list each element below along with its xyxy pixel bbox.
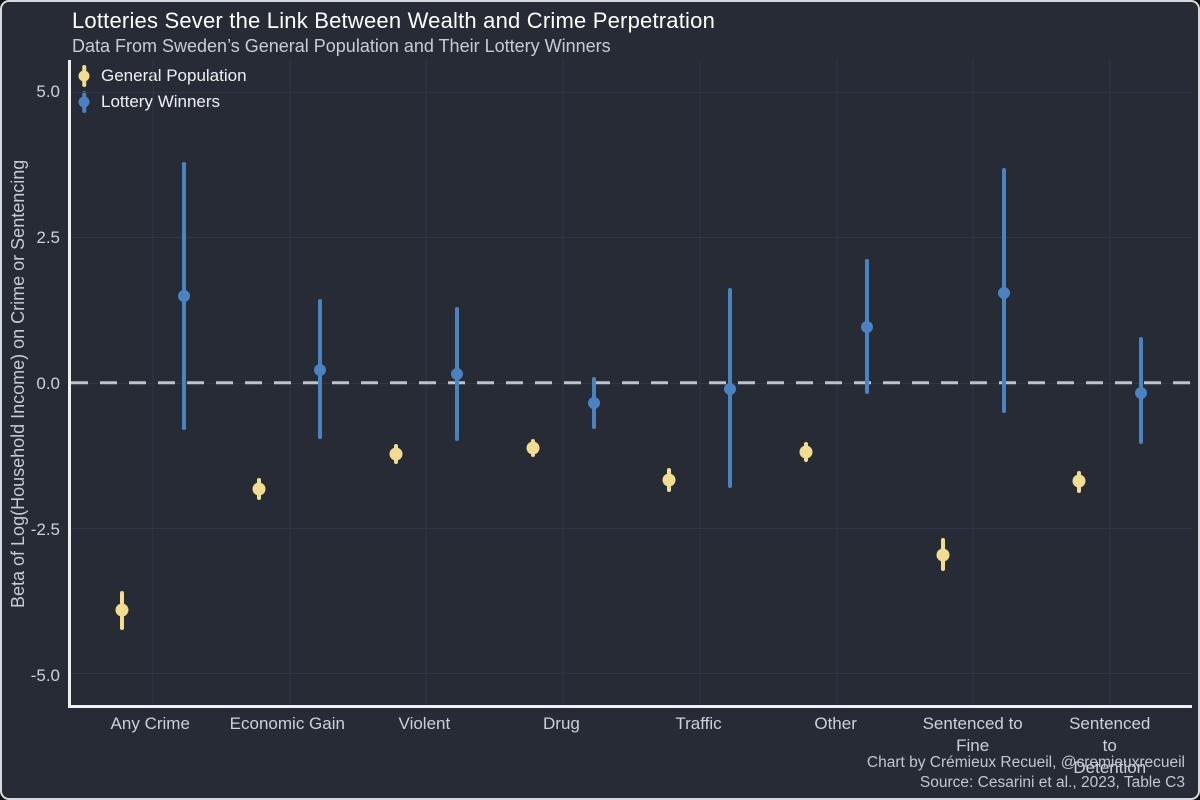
legend-marker-dot-general-population xyxy=(78,70,90,82)
zero-reference-line xyxy=(71,380,1192,385)
x-axis-tick-labels: Any Crime Economic Gain Violent Drug Traffic… xyxy=(68,713,1192,777)
x-tick-label: Sentenced to Fine xyxy=(922,714,1023,755)
y-axis-tick-labels: 5.0 2.5 0.0 -2.5 -5.0 xyxy=(2,60,60,708)
legend-item-lottery-winners: Lottery Winners xyxy=(78,89,247,115)
data-point xyxy=(526,441,540,455)
legend-item-general-population: General Population xyxy=(78,63,247,89)
data-point xyxy=(451,368,464,381)
y-tick-label: -2.5 xyxy=(30,519,60,539)
y-tick-label: 2.5 xyxy=(36,228,60,248)
point-range-marker-icon xyxy=(78,64,90,88)
point-range-marker-icon xyxy=(78,90,90,114)
legend-label: General Population xyxy=(101,66,247,85)
y-tick-label: 0.0 xyxy=(36,374,60,393)
gridline-horizontal xyxy=(71,91,1192,93)
data-point xyxy=(724,382,737,395)
chart-title: Lotteries Sever the Link Between Wealth … xyxy=(72,8,715,33)
data-point xyxy=(799,445,813,459)
x-tick-label: Violent xyxy=(398,714,451,733)
legend-marker-dot-lottery-winners xyxy=(78,96,90,108)
x-tick-label: Traffic xyxy=(675,714,722,733)
attribution-caption: Chart by Crémieux Recueil, @cremieuxrecu… xyxy=(867,753,1185,792)
data-point xyxy=(177,289,190,302)
x-tick-label: Drug xyxy=(543,714,580,733)
data-point xyxy=(587,396,600,409)
legend-label: Lottery Winners xyxy=(101,92,221,111)
x-tick-label: Any Crime xyxy=(110,714,190,733)
plot-area xyxy=(68,60,1192,708)
y-tick-label: -5.0 xyxy=(30,665,60,685)
legend: General Population Lottery Winners xyxy=(78,63,247,115)
y-tick-label: 5.0 xyxy=(36,82,60,102)
data-point xyxy=(389,447,403,461)
caption-line-author: Chart by Crémieux Recueil, @cremieuxrecu… xyxy=(866,754,1185,771)
gridline-horizontal xyxy=(71,673,1192,675)
chart-subtitle: Data From Sweden’s General Population an… xyxy=(72,36,611,56)
gridline-horizontal xyxy=(71,237,1192,239)
data-point xyxy=(861,320,874,333)
data-point xyxy=(314,363,327,376)
data-point xyxy=(252,482,266,496)
data-point xyxy=(115,603,129,617)
data-point xyxy=(936,548,950,562)
data-point xyxy=(662,473,676,487)
x-tick-label: Sentenced to Detention xyxy=(1069,714,1151,777)
caption-line-source: Source: Cesarini et al., 2023, Table C3 xyxy=(919,773,1185,791)
data-point xyxy=(1134,386,1147,399)
x-tick-label: Economic Gain xyxy=(229,714,345,733)
data-point xyxy=(1072,474,1086,488)
gridline-horizontal xyxy=(71,527,1192,529)
data-point xyxy=(997,287,1010,299)
x-tick-label: Other xyxy=(814,714,857,733)
